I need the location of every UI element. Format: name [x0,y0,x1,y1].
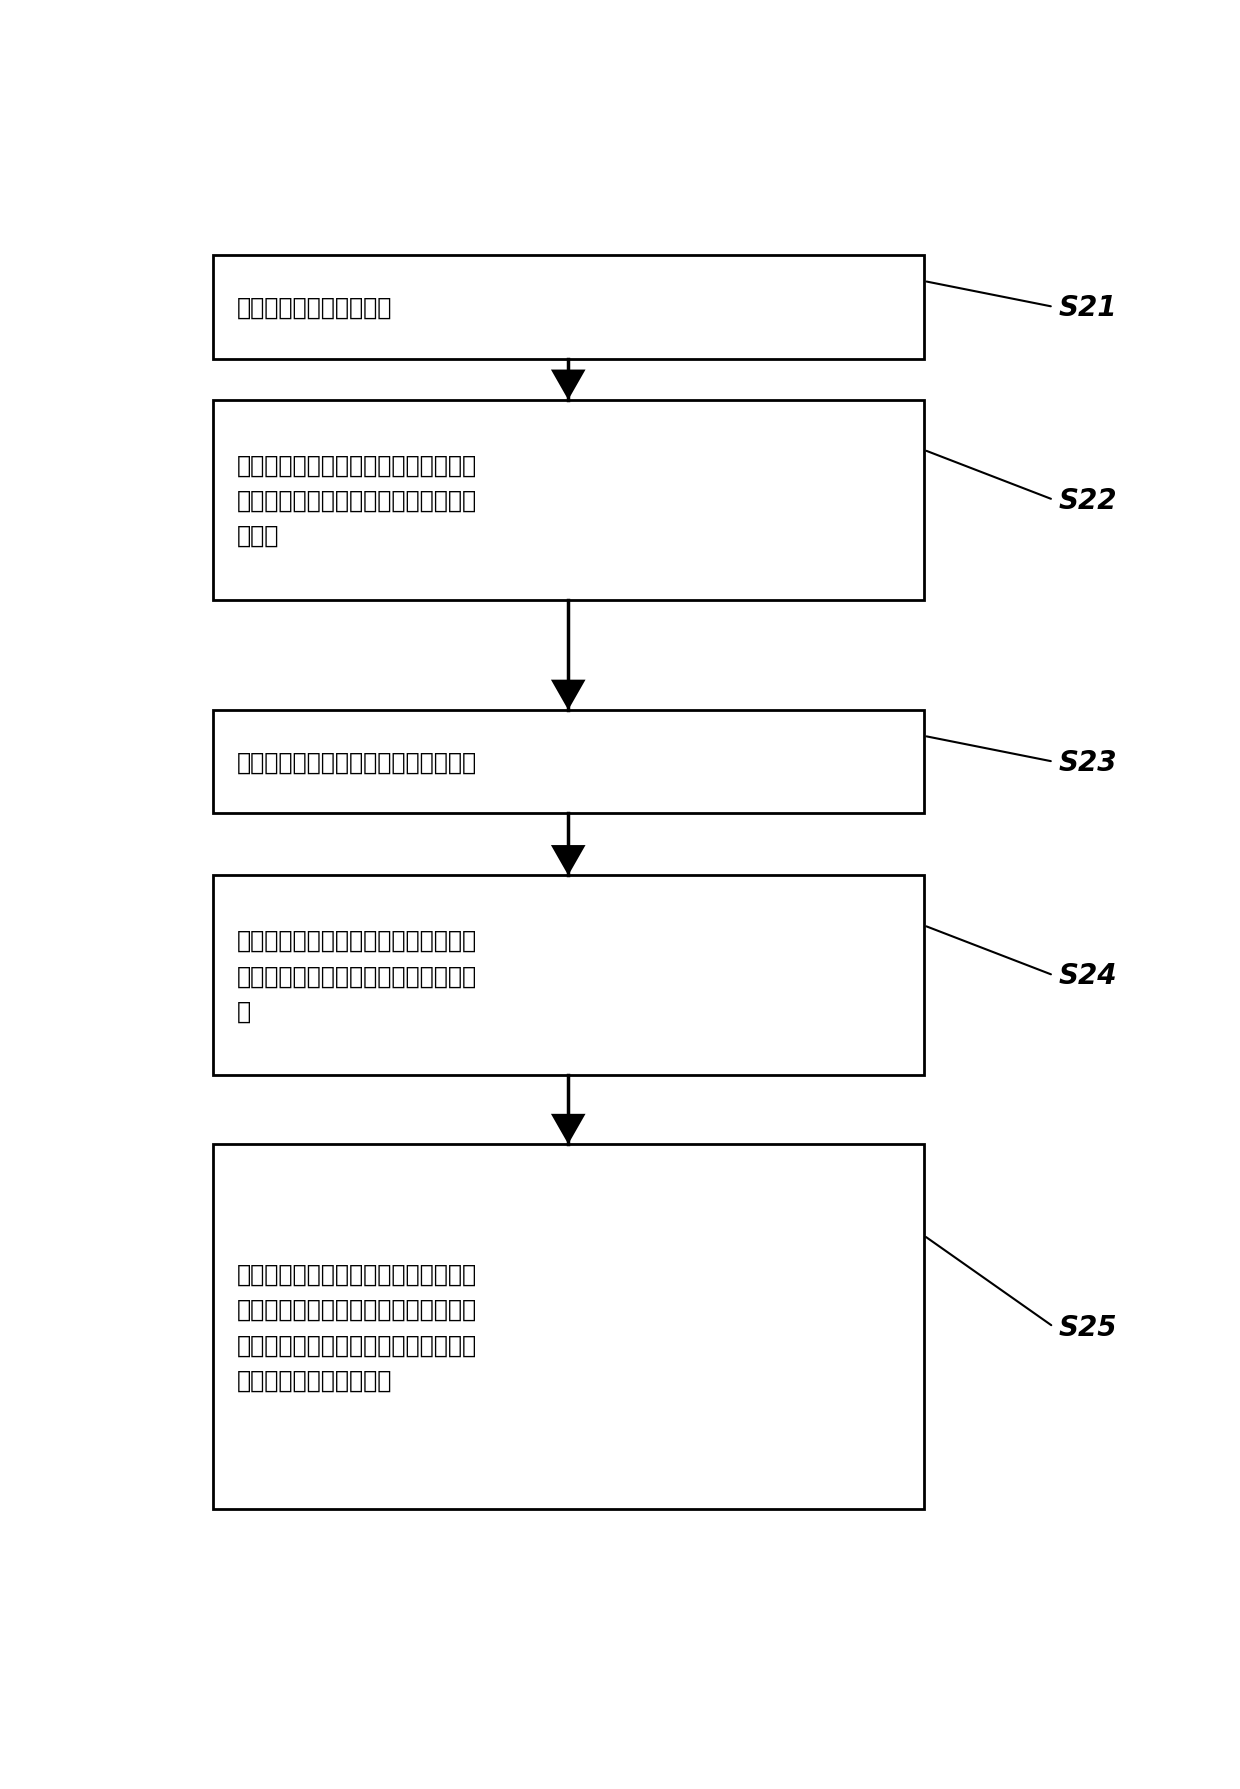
Bar [213,710,924,814]
Polygon shape [551,846,585,877]
Bar [213,256,924,360]
Bar [213,401,924,601]
Text: S21: S21 [1059,293,1117,322]
Polygon shape [551,680,585,710]
Bar [213,877,924,1075]
Polygon shape [551,1115,585,1145]
Text: 过滤三维点云信息中的机械臂点云信息: 过滤三维点云信息中的机械臂点云信息 [237,750,477,775]
Text: S22: S22 [1059,487,1117,515]
Text: S25: S25 [1059,1313,1117,1342]
Bar [213,1145,924,1510]
Text: 对工业机器人运行环境进行三维重建，
获取所述工业机器人运行环境的三维点
云信息: 对工业机器人运行环境进行三维重建， 获取所述工业机器人运行环境的三维点 云信息 [237,453,477,547]
Text: S23: S23 [1059,748,1117,776]
Text: 解析三维点云信息和机械臂位姿信息，
判断机械臂当前运行状态是否会发生碰
撞: 解析三维点云信息和机械臂位姿信息， 判断机械臂当前运行状态是否会发生碰 撞 [237,928,477,1023]
Text: S24: S24 [1059,962,1117,989]
Text: 当判断机械臂会发生碰撞时，若工业机
器人当前为生产调试，机械臂减速运行
，避开障碍物；若工业机器人当前为自
动运行，机械臂停止运行: 当判断机械臂会发生碰撞时，若工业机 器人当前为生产调试，机械臂减速运行 ，避开障… [237,1261,477,1392]
Polygon shape [551,370,585,401]
Text: 获取景深信息和彩色信息: 获取景深信息和彩色信息 [237,295,392,320]
